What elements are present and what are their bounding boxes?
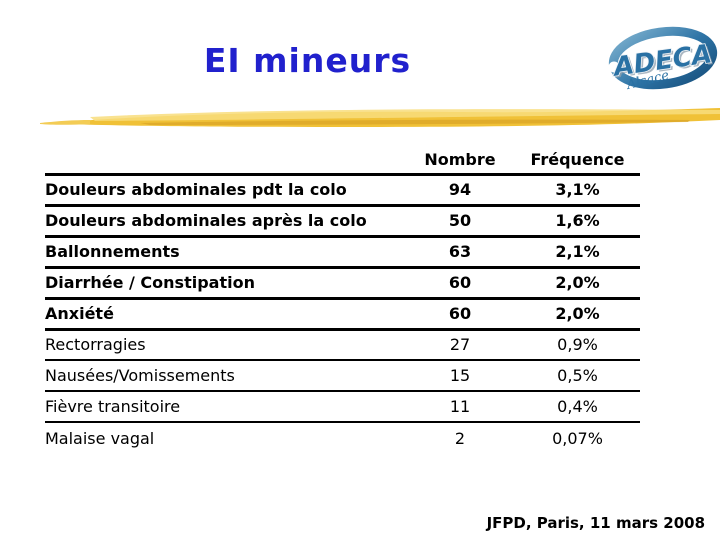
event-label-cell: Rectorragies [45, 335, 146, 355]
event-count-cell: 50 [448, 211, 472, 230]
table-row: Douleurs abdominales pdt la colo 94 3,1% [45, 174, 640, 205]
adverse-events-table: Nombre Fréquence Douleurs abdominales pd… [45, 146, 640, 453]
event-label-cell: Diarrhée / Constipation [45, 273, 255, 292]
event-label-cell: Fièvre transitoire [45, 397, 181, 416]
event-count-cell: 27 [449, 335, 471, 355]
footer-caption: JFPD, Paris, 11 mars 2008 [486, 514, 705, 532]
event-frequency-cell: 1,6% [555, 211, 600, 230]
event-frequency-cell: 3,1% [555, 180, 600, 199]
event-label-cell: Ballonnements [45, 242, 180, 261]
logo-ring [608, 26, 718, 90]
table-row: Douleurs abdominales après la colo 50 1,… [45, 205, 640, 236]
header-empty [45, 146, 405, 174]
event-frequency-cell: 2,0% [555, 273, 600, 292]
event-label-cell: Malaise vagal [45, 428, 155, 448]
event-frequency-cell: 2,0% [555, 304, 600, 323]
table-row: Fièvre transitoire 11 0,4% [45, 391, 640, 422]
header-nombre: Nombre [424, 149, 496, 169]
table-row: Nausées/Vomissements 15 0,5% [45, 360, 640, 391]
event-label-cell: Douleurs abdominales pdt la colo [45, 180, 347, 199]
table-header-row: Nombre Fréquence [45, 146, 640, 174]
event-frequency-cell: 2,1% [555, 242, 600, 261]
event-label-cell: Anxiété [45, 304, 114, 323]
event-frequency-cell: 0,07% [552, 428, 603, 448]
event-count-cell: 11 [449, 397, 471, 416]
page-title: EI mineurs [203, 41, 412, 80]
event-count-cell: 63 [448, 242, 472, 261]
header-frequence: Fréquence [530, 149, 625, 169]
table-row: Anxiété 60 2,0% [45, 298, 640, 329]
event-count-cell: 94 [448, 180, 472, 199]
event-count-cell: 15 [449, 366, 471, 385]
event-count-cell: 60 [448, 304, 472, 323]
adeca-logo: ADECA ADECA Alsace [608, 26, 718, 93]
event-frequency-cell: 0,5% [557, 366, 598, 385]
table-row: Ballonnements 63 2,1% [45, 236, 640, 267]
table-row: Rectorragies 27 0,9% [45, 329, 640, 360]
event-count-cell: 60 [448, 273, 472, 292]
event-count-cell: 2 [454, 428, 466, 448]
event-label-cell: Douleurs abdominales après la colo [45, 211, 367, 230]
event-label-cell: Nausées/Vomissements [45, 366, 235, 385]
table-row: Malaise vagal 2 0,07% [45, 422, 640, 453]
table-row: Diarrhée / Constipation 60 2,0% [45, 267, 640, 298]
event-frequency-cell: 0,4% [557, 397, 598, 416]
brush-stroke-divider [40, 108, 720, 127]
table-body: Douleurs abdominales pdt la colo 94 3,1%… [45, 174, 640, 453]
event-frequency-cell: 0,9% [557, 335, 598, 355]
